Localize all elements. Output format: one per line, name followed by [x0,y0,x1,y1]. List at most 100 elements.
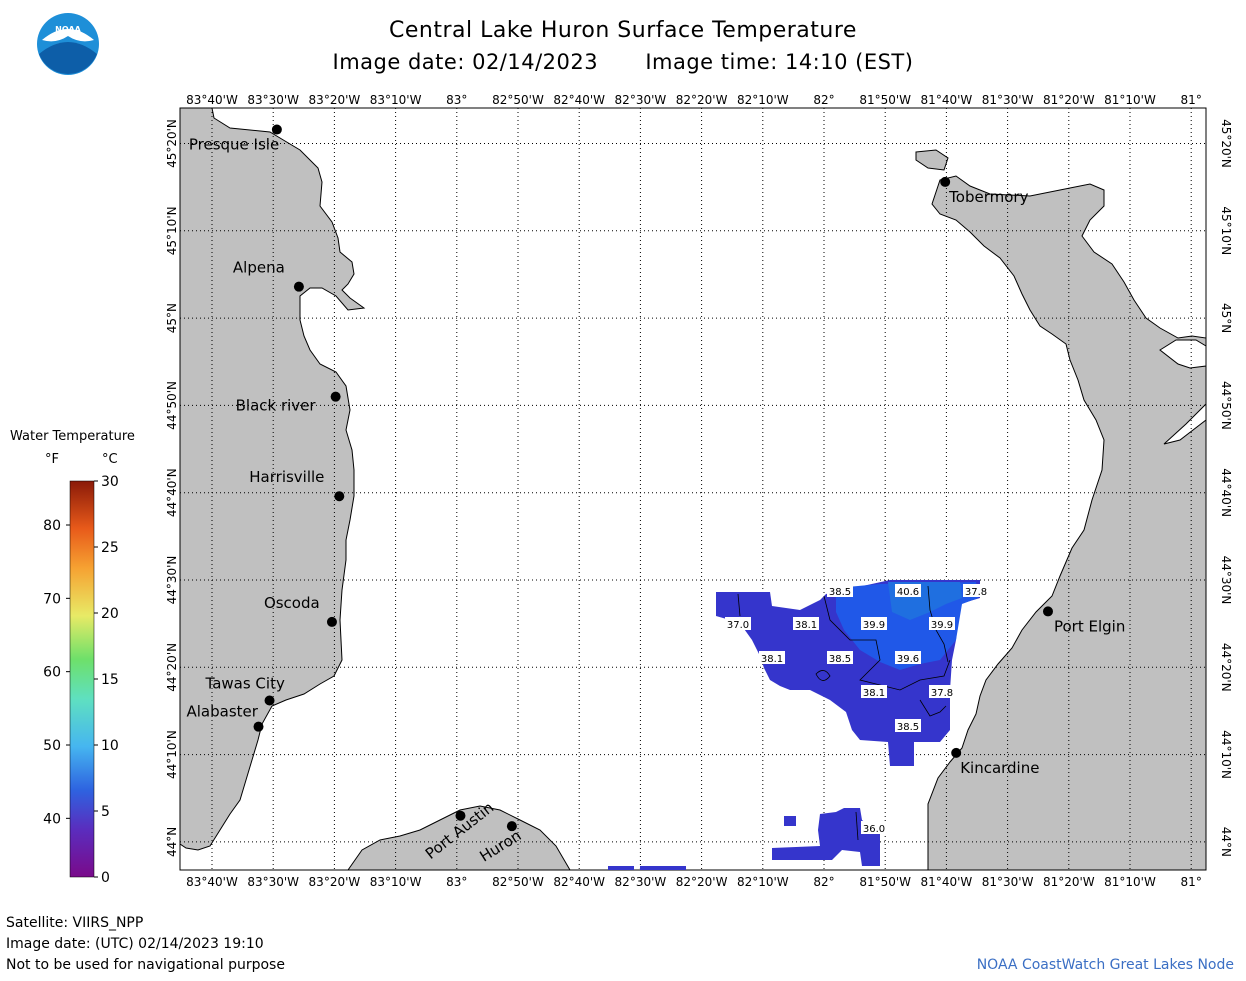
longitude-label: 81°10'W [1104,875,1156,889]
longitude-label: 83°20'W [309,93,361,107]
bay-water [1159,339,1207,369]
city-label: Alpena [233,259,285,277]
latitude-label: 45°10'N [165,206,179,255]
latitude-label: 44°N [165,827,179,857]
city-dot [253,721,264,732]
temp-label-bg [861,685,887,698]
city-dot [455,810,466,821]
latitude-label: 44°30'N [165,556,179,605]
longitude-label: 83°10'W [370,93,422,107]
navigation-disclaimer: Not to be used for navigational purpose [6,957,285,973]
city-label: Alabaster [187,703,259,721]
city-label: Port Elgin [1054,617,1125,635]
longitude-label: 82°50'W [492,875,544,889]
legend-label-c: 25 [101,540,119,556]
temp-label-bg [827,651,853,664]
city-label: Presque Isle [189,136,279,154]
longitude-label: 83°20'W [309,875,361,889]
legend-title: Water Temperature [10,429,135,444]
temp-label: 38.1 [761,654,783,665]
bruce-peninsula-land [927,175,1207,871]
legend-label-f: 50 [43,738,61,754]
temp-label-bg [759,651,785,664]
longitude-label: 83°40'W [186,93,238,107]
longitude-label: 83°10'W [370,875,422,889]
longitude-label: 83° [446,93,467,107]
longitude-label: 81°40'W [921,93,973,107]
longitude-label: 82°30'W [615,875,667,889]
temp-label-bg [963,584,989,597]
city-dot [1042,606,1053,617]
longitude-label: 82°20'W [676,875,728,889]
city-dot [264,695,275,706]
temp-label-bg [895,651,921,664]
sst-south-region [608,808,880,870]
fitzwilliam-island-land [915,149,949,171]
latitude-labels-left: 45°20'N 45°10'N 45°N 44°50'N 44°40'N 44°30'N 4… [165,119,179,857]
map-title: Central Lake Huron Surface Temperature [389,18,857,43]
graticule [180,108,1206,870]
temperature-label-group: 38.5 40.6 37.8 37.0 38.1 39.9 39.9 38.1 38.5 39.6… [725,584,989,835]
city-dot [330,391,341,402]
temp-label: 37.8 [965,587,987,598]
city-label: Harrisville [249,468,324,486]
city-dot [271,124,282,135]
legend-label-f: 60 [43,665,61,681]
longitude-label: 82°10'W [737,93,789,107]
utc-date: Image date: (UTC) 02/14/2023 19:10 [6,936,264,952]
longitude-label: 82°50'W [492,93,544,107]
longitude-label: 82°20'W [676,93,728,107]
temp-label: 38.1 [795,620,817,631]
temp-label: 37.8 [931,688,953,699]
temp-label-bg [793,617,819,630]
temp-label-bg [929,685,955,698]
longitude-label: 81°30'W [982,875,1034,889]
longitude-label: 81°40'W [921,875,973,889]
legend-label-c: 20 [101,606,119,622]
latitude-label: 44°20'N [165,643,179,692]
longitude-label: 82°30'W [615,93,667,107]
logo-text: NOAA [55,25,81,34]
city-label: Tobermory [948,188,1028,206]
temperature-patch: 38.5 40.6 37.8 37.0 38.1 39.9 39.9 38.1 38.5 39.6… [608,580,989,870]
latitude-label: 45°20'N [165,119,179,168]
legend-unit-celsius: °C [102,452,118,467]
longitude-label: 82° [813,93,834,107]
temp-label: 38.5 [829,654,851,665]
latitude-label: 44°10'N [165,730,179,779]
legend-label-c: 10 [101,738,119,754]
longitude-label: 83°40'W [186,875,238,889]
longitude-label: 83° [446,875,467,889]
legend-label-f: 40 [43,811,61,827]
latitude-label: 44°N [1219,827,1233,857]
latitude-label: 44°30'N [1219,556,1233,605]
longitude-label: 81°20'W [1043,93,1095,107]
noaa-credit-link[interactable]: NOAA CoastWatch Great Lakes Node [976,957,1234,973]
michigan-land [179,107,366,851]
image-time: Image time: 14:10 (EST) [645,50,914,74]
temp-label: 38.5 [897,722,919,733]
legend-label-c: 15 [101,672,119,688]
latitude-label: 45°10'N [1219,206,1233,255]
temp-label: 39.9 [931,620,953,631]
isotherm-lines [737,585,951,841]
city-dot [940,176,951,187]
temp-label-bg [725,617,751,630]
city-label: Oscoda [264,594,320,612]
longitude-labels-bottom: 83°40'W 83°30'W 83°20'W 83°10'W 83° 82°50'W 82… [186,875,1202,889]
latitude-label: 44°40'N [165,468,179,517]
temp-label: 38.5 [829,587,851,598]
latitude-label: 45°20'N [1219,119,1233,168]
latitude-label: 45°N [1219,303,1233,333]
longitude-label: 81°10'W [1104,93,1156,107]
legend-label-c: 30 [101,474,119,490]
longitude-labels-top: 83°40'W 83°30'W 83°20'W 83°10'W 83° 82°50'W 82… [186,93,1202,107]
longitude-label: 83°30'W [247,93,299,107]
longitude-label: 82°10'W [737,875,789,889]
longitude-label: 81°30'W [982,93,1034,107]
city-label: Kincardine [960,759,1039,777]
latitude-label: 44°50'N [165,381,179,430]
temp-label: 36.0 [863,824,885,835]
legend-label-c: 5 [101,804,110,820]
